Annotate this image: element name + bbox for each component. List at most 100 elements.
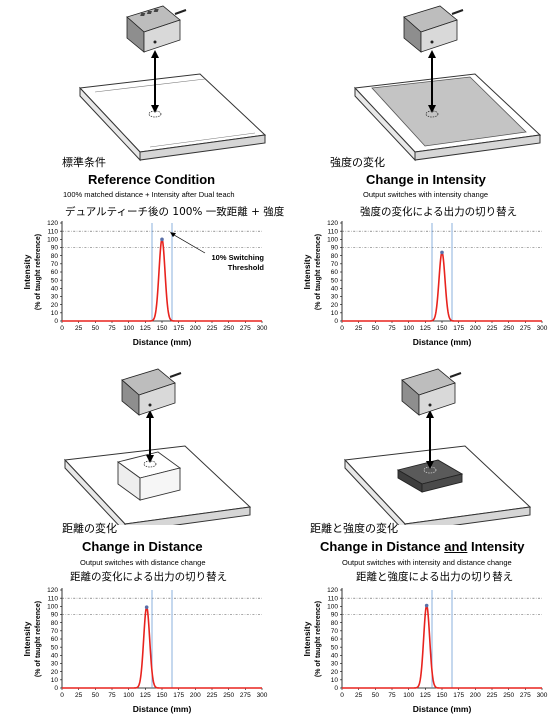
- x-tick-label: 225: [487, 325, 498, 332]
- y-tick-label: 20: [331, 302, 339, 309]
- x-tick-label: 200: [470, 692, 481, 699]
- x-tick-label: 100: [403, 325, 414, 332]
- x-tick-label: 300: [257, 692, 268, 699]
- y-tick-label: 110: [48, 228, 59, 235]
- y-tick-label: 50: [51, 277, 59, 284]
- x-tick-label: 25: [75, 325, 83, 332]
- x-axis-label: Distance (mm): [133, 704, 192, 714]
- y-tick-label: 0: [54, 318, 58, 325]
- x-tick-label: 175: [173, 325, 184, 332]
- panel-title: Change in Distance and Intensity: [320, 539, 524, 554]
- title-part-b: and: [444, 539, 468, 554]
- x-tick-label: 0: [340, 325, 344, 332]
- x-axis-label: Distance (mm): [413, 337, 472, 347]
- panel-reference-condition: 標準条件 Reference Condition 100% matched di…: [0, 0, 284, 360]
- panel-subtitle: Output switches with distance change: [80, 558, 206, 567]
- x-tick-label: 250: [223, 692, 234, 699]
- x-tick-label: 100: [123, 692, 134, 699]
- sensor-icon: [126, 5, 187, 53]
- sensor-icon: [401, 368, 462, 416]
- y-tick-label: 90: [331, 245, 339, 252]
- panel-change-in-distance: 距離の変化 Change in Distance Output switches…: [0, 360, 280, 720]
- y-tick-label: 90: [51, 612, 59, 619]
- sensor-icon: [403, 5, 464, 53]
- y-axis-sublabel: (% of taught reference): [315, 234, 322, 310]
- intensity-curve: [62, 605, 262, 689]
- y-tick-label: 20: [331, 669, 339, 676]
- x-tick-label: 25: [355, 692, 363, 699]
- y-tick-label: 100: [47, 237, 58, 244]
- x-tick-label: 275: [240, 325, 251, 332]
- x-tick-label: 150: [437, 692, 448, 699]
- x-tick-label: 250: [503, 325, 514, 332]
- y-tick-label: 120: [327, 220, 338, 227]
- jp-title: 標準条件: [62, 156, 106, 169]
- x-tick-label: 200: [470, 325, 481, 332]
- y-tick-label: 40: [51, 653, 59, 660]
- y-tick-label: 10: [331, 677, 339, 684]
- x-tick-label: 50: [92, 325, 100, 332]
- panel-subtitle: Output switches with intensity change: [363, 190, 489, 199]
- y-tick-label: 120: [47, 587, 58, 594]
- y-tick-label: 30: [51, 661, 59, 668]
- annotation-line-1: 10% Switching: [211, 253, 264, 262]
- intensity-curve: [62, 237, 262, 322]
- y-tick-label: 80: [51, 620, 59, 627]
- y-tick-label: 30: [331, 294, 339, 301]
- panel-title: Change in Intensity: [366, 172, 486, 187]
- x-axis-label: Distance (mm): [413, 704, 472, 714]
- y-tick-label: 120: [327, 587, 338, 594]
- y-tick-label: 70: [51, 628, 59, 635]
- panel-change-in-distance-and-intensity: 距離と強度の変化 Change in Distance and Intensit…: [280, 360, 560, 720]
- jp-title: 距離の変化: [62, 522, 117, 535]
- y-tick-label: 60: [331, 269, 339, 276]
- y-tick-label: 30: [51, 294, 59, 301]
- y-tick-label: 70: [51, 261, 59, 268]
- sensor-illustration: [353, 5, 542, 162]
- x-tick-label: 75: [108, 325, 116, 332]
- x-tick-label: 250: [503, 692, 514, 699]
- x-tick-label: 75: [388, 692, 396, 699]
- x-tick-label: 250: [223, 325, 234, 332]
- x-tick-label: 25: [355, 325, 363, 332]
- x-tick-label: 25: [75, 692, 83, 699]
- y-tick-label: 10: [51, 677, 59, 684]
- peak-marker: [424, 603, 429, 608]
- x-tick-label: 150: [157, 325, 168, 332]
- threshold-annotation: 10% Switching Threshold: [198, 253, 264, 273]
- y-tick-label: 80: [51, 253, 59, 260]
- x-tick-label: 50: [372, 692, 380, 699]
- y-tick-label: 40: [331, 286, 339, 293]
- x-tick-label: 125: [140, 692, 151, 699]
- x-tick-label: 175: [453, 692, 464, 699]
- y-tick-label: 30: [331, 661, 339, 668]
- x-tick-label: 125: [140, 325, 151, 332]
- x-tick-label: 200: [190, 692, 201, 699]
- x-tick-label: 50: [92, 692, 100, 699]
- x-tick-label: 0: [60, 692, 64, 699]
- annotation-arrow: [170, 232, 206, 254]
- x-tick-label: 300: [537, 692, 548, 699]
- jp-subtitle: 強度の変化による出力の切り替え: [360, 206, 518, 218]
- y-tick-label: 50: [331, 277, 339, 284]
- dark-surface: [371, 76, 527, 147]
- peak-marker: [160, 237, 164, 242]
- y-tick-label: 20: [51, 302, 59, 309]
- y-tick-label: 110: [48, 595, 59, 602]
- peak-marker: [440, 250, 444, 255]
- x-tick-label: 50: [372, 325, 380, 332]
- x-tick-label: 275: [520, 692, 531, 699]
- y-tick-label: 90: [331, 612, 339, 619]
- y-tick-label: 60: [51, 269, 59, 276]
- x-tick-label: 75: [108, 692, 116, 699]
- y-tick-label: 20: [51, 669, 59, 676]
- x-tick-label: 100: [123, 325, 134, 332]
- y-tick-label: 0: [334, 318, 338, 325]
- jp-title: 強度の変化: [330, 156, 385, 169]
- y-axis-sublabel: (% of taught reference): [315, 601, 322, 677]
- dark-block: [396, 459, 464, 493]
